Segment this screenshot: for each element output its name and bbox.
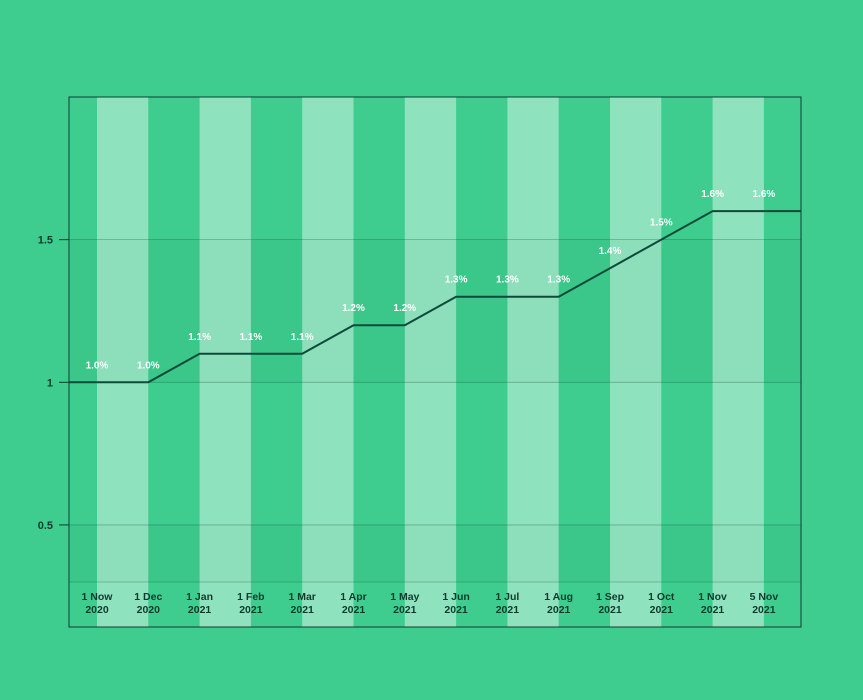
data-label: 1.3% (496, 275, 519, 286)
x-tick-label: 1 Oct 2021 (648, 591, 675, 616)
x-tick-label: 1 Sep 2021 (596, 591, 624, 616)
data-label: 1.3% (445, 275, 468, 286)
data-label: 1.6% (753, 189, 776, 200)
x-tick-label: 1 Nov 2021 (698, 591, 727, 616)
data-label: 1.2% (342, 303, 365, 314)
column-stripe (712, 97, 764, 627)
plot-frame (68, 96, 802, 628)
x-tick-label: 1 Jul 2021 (495, 591, 519, 616)
series-line (69, 210, 801, 384)
x-tick-label: 1 Jun 2021 (442, 591, 469, 616)
band-lower (69, 524, 801, 582)
data-label: 1.5% (650, 218, 673, 229)
data-label: 1.4% (599, 246, 622, 257)
data-label: 1.0% (137, 360, 160, 371)
x-tick-label: 1 Feb 2021 (237, 591, 264, 616)
data-label: 1.3% (547, 275, 570, 286)
data-label: 1.1% (188, 332, 211, 343)
data-label: 1.1% (240, 332, 263, 343)
y-tick-label: 0.5 (38, 520, 53, 532)
x-tick-label: 1 Apr 2021 (340, 591, 366, 616)
data-label: 1.6% (701, 189, 724, 200)
column-stripe (97, 97, 149, 627)
x-tick-label: 5 Nov 2021 (750, 591, 779, 616)
y-tick-label: 1.5 (38, 235, 53, 247)
x-tick-label: 1 Aug 2021 (544, 591, 573, 616)
x-tick-label: 1 Jan 2021 (186, 591, 213, 616)
x-tick-label: 1 Now 2020 (82, 591, 114, 616)
x-tick-label: 1 Mar 2021 (288, 591, 315, 616)
data-label: 1.0% (86, 360, 109, 371)
x-tick-label: 1 May 2021 (390, 591, 419, 616)
data-label: 1.2% (393, 303, 416, 314)
column-stripe (199, 97, 251, 627)
column-stripe (302, 97, 354, 627)
column-stripe (507, 97, 559, 627)
y-tick-label: 1 (47, 377, 53, 389)
column-stripe (404, 97, 457, 627)
column-stripe (610, 97, 662, 627)
data-label: 1.1% (291, 332, 314, 343)
x-tick-label: 1 Dec 2020 (134, 591, 162, 616)
